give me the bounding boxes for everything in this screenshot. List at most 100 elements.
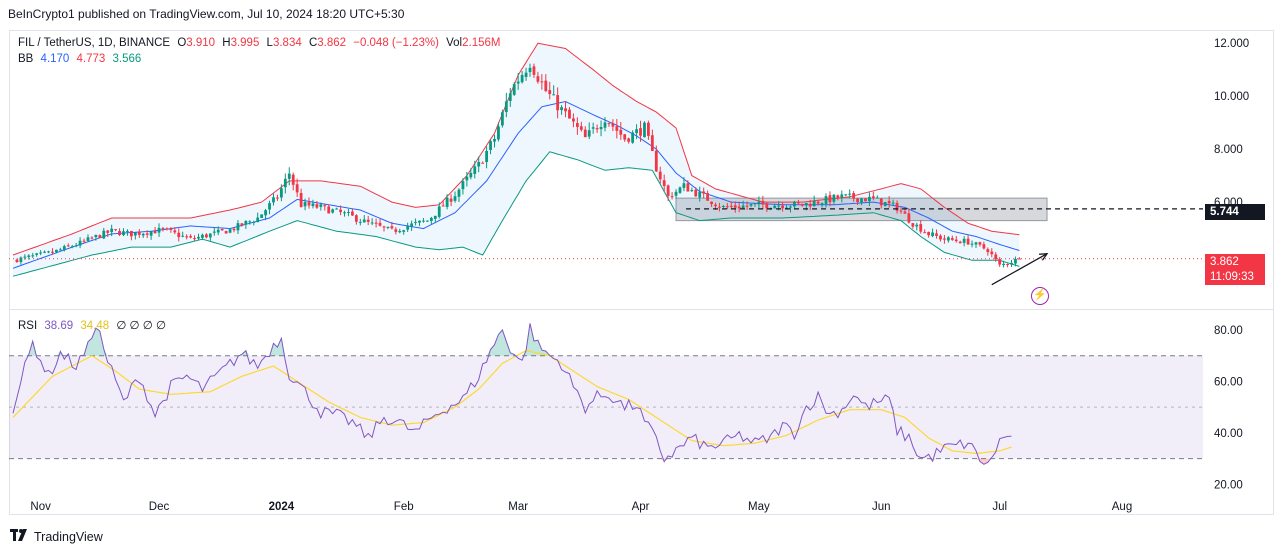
candle-body (228, 229, 232, 233)
candle-body (875, 197, 879, 199)
rsi-overbought-fill (502, 329, 507, 356)
legend-change: −0.048 (−1.23%) (353, 37, 439, 49)
rsi-overbought-fill (494, 334, 499, 356)
trend-arrow-line (991, 253, 1048, 286)
candle-body (946, 237, 950, 241)
candle-body (619, 129, 623, 135)
candle-body (268, 203, 271, 210)
candle-body (489, 141, 492, 150)
candle-body (244, 220, 248, 225)
candle-body (891, 202, 895, 204)
candle-body (437, 206, 441, 217)
bb-lower-line (12, 151, 1020, 277)
price-axis-tick: 8.000 (1214, 144, 1243, 156)
candle-body (343, 212, 346, 214)
candle-body (856, 198, 859, 203)
legend-high-label: H (222, 37, 231, 49)
candle-body (670, 196, 674, 198)
legend-close: 3.862 (317, 37, 347, 49)
candle-body (90, 237, 94, 239)
rsi-overbought-fill (537, 340, 542, 356)
candle-body (358, 221, 362, 223)
candle-body (828, 195, 832, 203)
candle-body (864, 198, 867, 202)
candle-body (698, 191, 702, 198)
trend-arrow-head (1039, 252, 1049, 261)
candle-body (102, 230, 106, 239)
candle-body (682, 183, 686, 188)
candle-body (27, 255, 31, 258)
candle-body (335, 208, 339, 210)
candle-body (331, 209, 335, 213)
bolt-icon[interactable]: ⚡ (1031, 287, 1049, 305)
footer-brand[interactable]: TradingView (10, 529, 103, 544)
candle-body (544, 80, 548, 91)
rsi-oversold-fill (983, 458, 988, 465)
candle-body (31, 255, 35, 257)
candle-body (51, 251, 54, 253)
candle-body (351, 211, 354, 216)
candle-body (1014, 258, 1017, 264)
candle-body (485, 150, 488, 163)
candle-body (461, 181, 465, 190)
candle-body (339, 209, 342, 213)
time-axis-tick: Apr (632, 501, 650, 513)
time-axis-tick: Mar (508, 501, 528, 513)
legend-low-label: L (266, 37, 273, 49)
candle-body (974, 242, 978, 245)
candle-body (374, 222, 378, 224)
candle-body (631, 132, 635, 143)
candle-body (319, 204, 323, 207)
candle-body (879, 198, 883, 206)
bb-basis-line (12, 100, 1020, 269)
candle-body (86, 237, 90, 241)
candle-body (362, 219, 366, 223)
candle-body (702, 191, 706, 194)
candle-body (122, 231, 125, 236)
candle-body (272, 197, 275, 203)
price-axis-tick: 10.000 (1214, 91, 1249, 103)
candle-body (504, 101, 508, 113)
bb-upper-line (12, 42, 1020, 256)
countdown-tag: 11:09:33 (1205, 269, 1265, 285)
candle-body (666, 185, 670, 196)
time-axis-tick: Aug (1112, 501, 1132, 513)
candle-body (106, 230, 110, 233)
candle-body (126, 230, 129, 232)
candle-body (201, 234, 204, 238)
candle-body (15, 259, 19, 263)
candle-body (615, 126, 619, 131)
candle-body (94, 234, 98, 238)
candle-body (299, 193, 303, 208)
candle-body (911, 223, 915, 227)
candle-body (962, 238, 966, 243)
candle-body (311, 203, 315, 207)
candle-body (508, 93, 512, 101)
candle-body (686, 183, 690, 192)
bb-label[interactable]: BB (18, 53, 34, 65)
candle-body (848, 193, 852, 195)
candle-body (47, 251, 50, 253)
candle-body (548, 90, 552, 95)
candle-body (55, 249, 58, 253)
rsi-overbought-fill (87, 338, 92, 356)
candle-body (765, 203, 769, 209)
candle-body (433, 215, 437, 219)
rsi-label[interactable]: RSI (18, 320, 38, 332)
candle-body (114, 229, 118, 231)
chart-frame (9, 30, 1274, 515)
time-axis-tick: 2024 (269, 501, 295, 513)
candle-body (481, 162, 485, 164)
candle-body (524, 72, 528, 77)
candle-body (678, 187, 682, 193)
candle-body (19, 257, 23, 263)
legend-open: 3.910 (186, 37, 216, 49)
candle-body (493, 139, 496, 142)
candle-body (130, 230, 133, 237)
candle-body (402, 230, 406, 232)
legend-symbol[interactable]: FIL / TetherUS, 1D, BINANCE (18, 37, 171, 49)
candle-body (137, 231, 141, 235)
candle-body (915, 224, 919, 227)
rsi-oversold-fill (979, 458, 984, 465)
